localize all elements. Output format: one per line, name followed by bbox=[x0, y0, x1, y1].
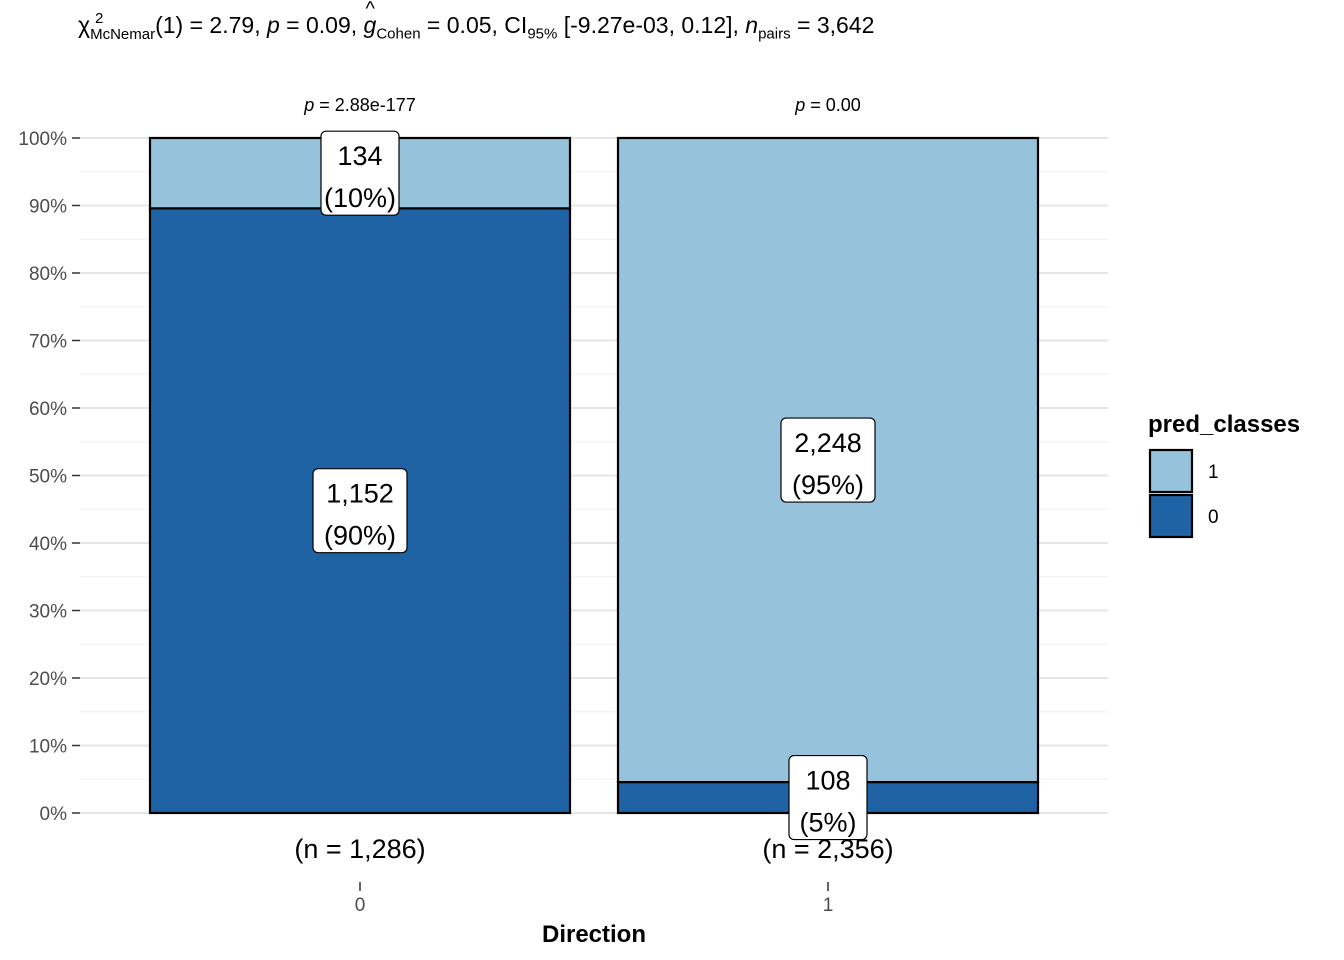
bar-top-label: p = 2.88e-177 bbox=[303, 95, 416, 115]
legend-label-0: 0 bbox=[1208, 507, 1219, 528]
data-label-1: 2,248 (95%) bbox=[780, 417, 876, 503]
y-tick-label: 100% bbox=[18, 129, 67, 150]
x-tick-label: 0 bbox=[355, 895, 366, 916]
ci-value: [-9.27e-03, 0.12], bbox=[557, 12, 746, 38]
data-label-box bbox=[780, 417, 876, 503]
x-axis: 0 1 Direction bbox=[355, 882, 834, 948]
bars: 1,152 (90%) 134 (10%) 108 (5%) 2,248 (95%) bbox=[148, 130, 1040, 841]
p-prefix: p bbox=[303, 95, 314, 115]
y-tick-label: 20% bbox=[29, 669, 67, 690]
data-label-count: 134 bbox=[337, 141, 382, 171]
n-symbol: n bbox=[745, 12, 759, 38]
y-tick-label: 10% bbox=[29, 737, 67, 758]
stat-sup: 2 bbox=[95, 10, 104, 27]
effect-sub: Cohen bbox=[376, 25, 421, 43]
legend-swatch-0 bbox=[1148, 493, 1194, 539]
bar-top-labels: p = 2.88e-177 p = 0.00 bbox=[303, 95, 861, 115]
legend-title: pred_classes bbox=[1148, 411, 1300, 438]
data-label-percent: (10%) bbox=[324, 183, 396, 213]
data-label-count: 108 bbox=[805, 766, 850, 796]
x-axis-title: Direction bbox=[542, 921, 646, 948]
y-tick-label: 50% bbox=[29, 467, 67, 488]
y-tick-label: 40% bbox=[29, 534, 67, 555]
effect-symbol: g bbox=[364, 12, 377, 38]
stat-df: (1) bbox=[155, 12, 184, 38]
y-axis: 0% 10% 20% 30% 40% 50% 60% 70% 80% 90% 100% bbox=[18, 129, 80, 825]
bar-totals: (n = 1,286) (n = 2,356) bbox=[294, 834, 893, 864]
x-tick-label: 1 bbox=[823, 895, 834, 916]
stat-value: = 2.79, bbox=[183, 12, 267, 38]
y-tick-label: 70% bbox=[29, 332, 67, 353]
data-label-percent: (90%) bbox=[324, 521, 396, 551]
y-tick-label: 90% bbox=[29, 197, 67, 218]
data-label-box bbox=[320, 130, 400, 216]
data-label-box bbox=[312, 468, 408, 554]
stat-symbol: χ bbox=[78, 12, 91, 38]
ci-sub: 95% bbox=[527, 25, 558, 43]
data-label-count: 1,152 bbox=[326, 479, 394, 509]
data-label-0: 108 (5%) bbox=[788, 754, 868, 841]
p-prefix: p bbox=[794, 95, 805, 115]
p-value-text: = 2.88e-177 bbox=[314, 95, 416, 115]
p-symbol: p bbox=[266, 12, 280, 38]
y-tick-label: 0% bbox=[40, 804, 68, 825]
data-label-box bbox=[788, 754, 868, 841]
data-label-0: 1,152 (90%) bbox=[312, 468, 408, 554]
legend: pred_classes 1 0 bbox=[1148, 411, 1300, 539]
bar-total-label: (n = 1,286) bbox=[294, 834, 425, 864]
n-sub: pairs bbox=[758, 25, 791, 43]
y-tick-label: 80% bbox=[29, 264, 67, 285]
stat-sub: McNemar bbox=[90, 26, 156, 43]
data-label-percent: (95%) bbox=[792, 470, 864, 500]
data-label-percent: (5%) bbox=[799, 808, 856, 838]
data-label-count: 2,248 bbox=[794, 428, 862, 458]
data-label-1: 134 (10%) bbox=[320, 130, 400, 216]
bar-total-label: (n = 2,356) bbox=[762, 834, 893, 864]
bar-top-label: p = 0.00 bbox=[794, 95, 861, 115]
effect-value: = 0.05, CI bbox=[420, 12, 528, 38]
p-value: = 0.09, bbox=[279, 12, 364, 38]
p-value-text: = 0.00 bbox=[805, 95, 861, 115]
n-value: = 3,642 bbox=[790, 12, 875, 38]
y-tick-label: 30% bbox=[29, 602, 67, 623]
legend-label-1: 1 bbox=[1208, 462, 1219, 483]
legend-swatch-1 bbox=[1148, 448, 1194, 494]
y-tick-label: 60% bbox=[29, 399, 67, 420]
